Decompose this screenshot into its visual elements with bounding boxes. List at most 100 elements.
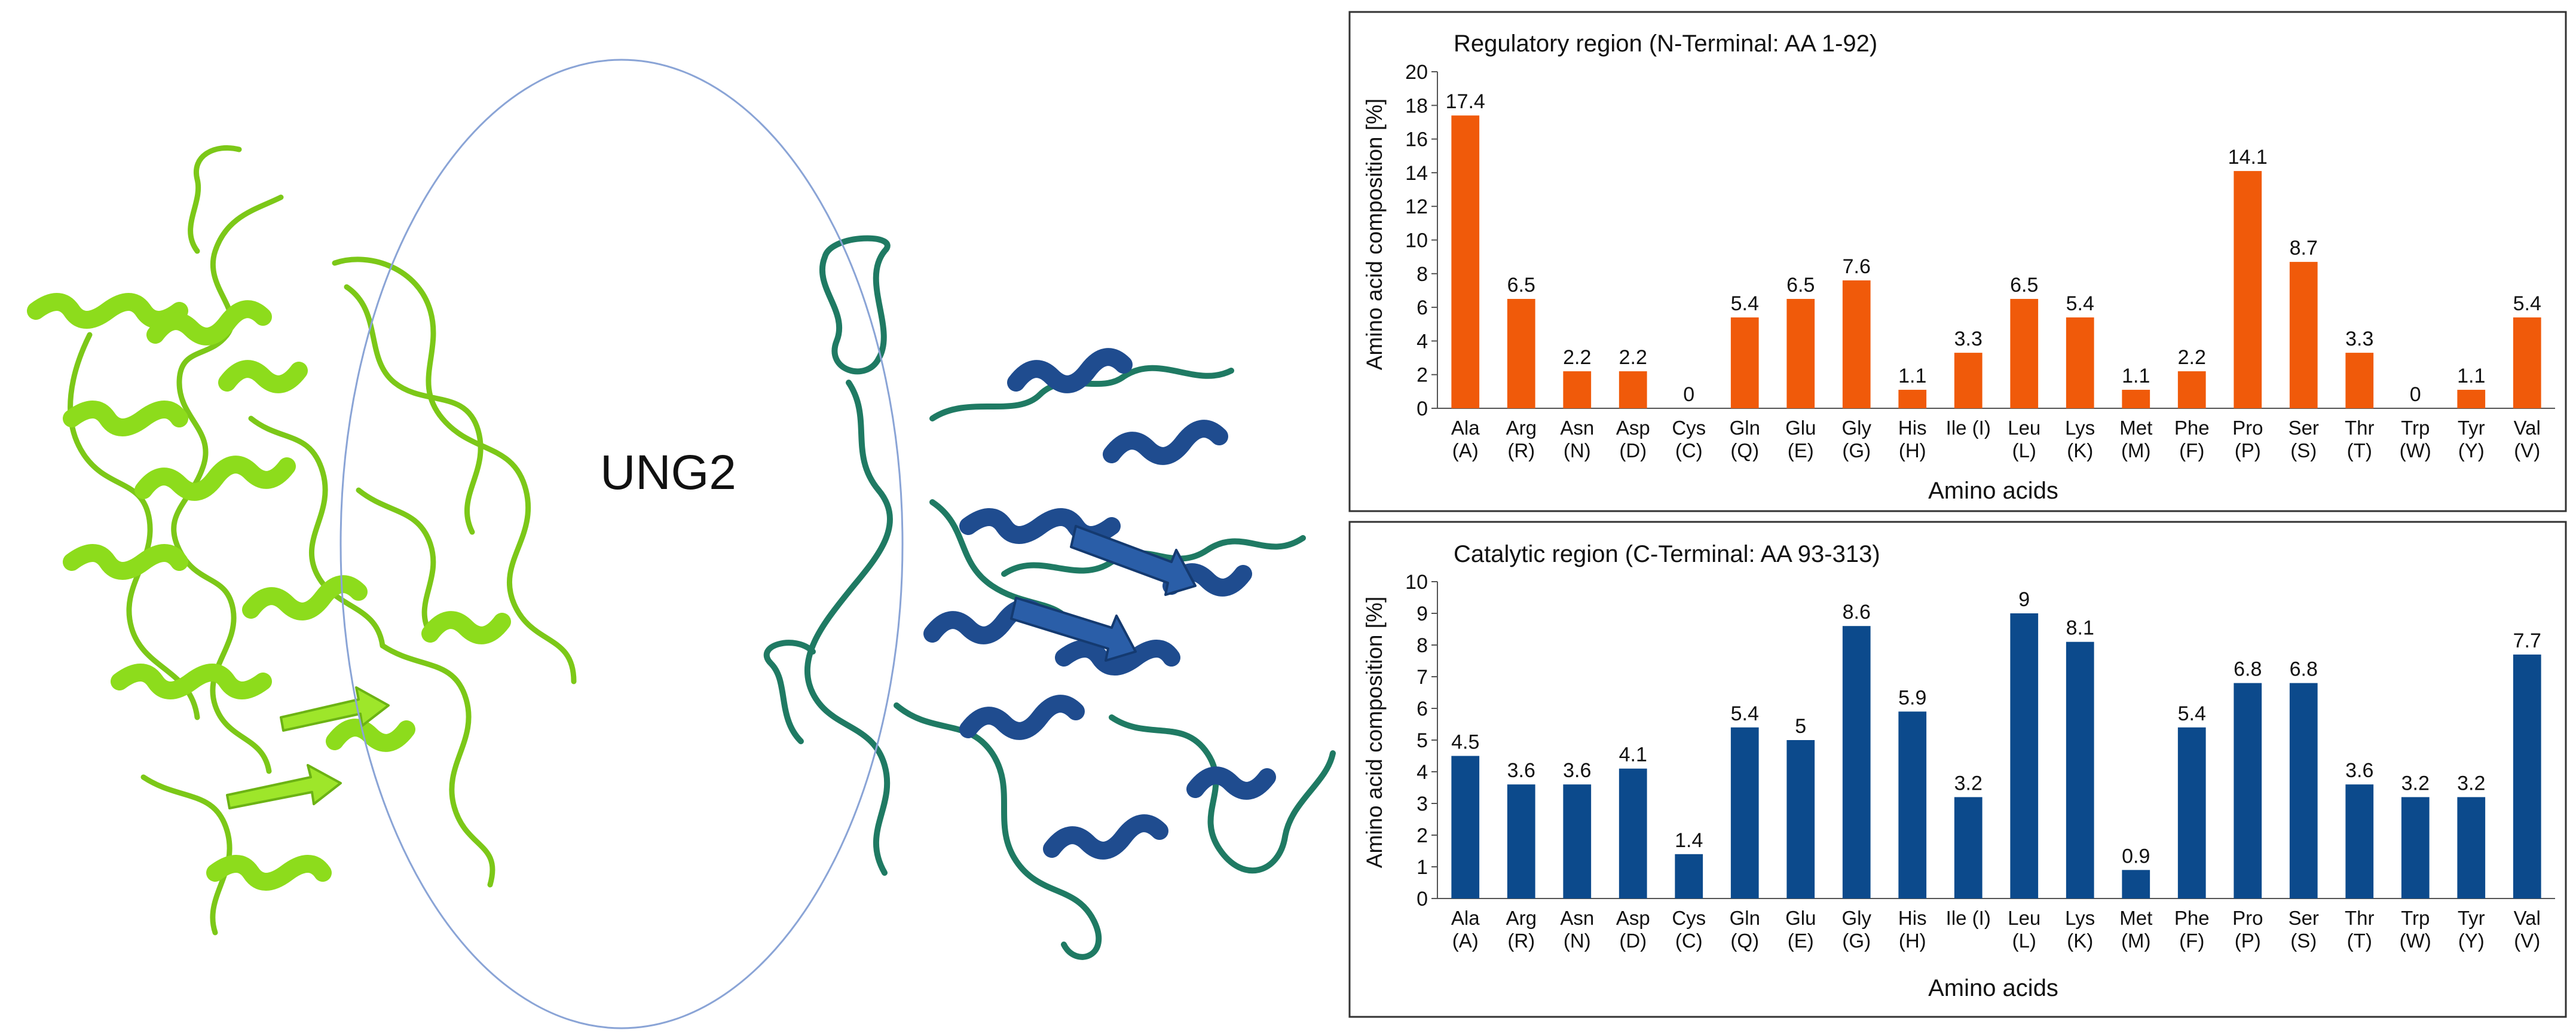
chart-frame	[1348, 521, 2567, 1018]
x-tick-label: (W)	[2400, 439, 2431, 462]
regulatory-domain-ribbon-model	[27, 145, 577, 936]
bar	[2513, 317, 2541, 408]
data-label: 7.6	[1843, 255, 1871, 278]
data-label: 6.5	[1786, 274, 1815, 297]
x-tick-label: (G)	[1842, 930, 1871, 952]
bar	[1619, 768, 1647, 898]
x-tick-label: (K)	[2067, 439, 2093, 462]
x-tick-label: (H)	[1899, 930, 1926, 952]
data-label: 3.6	[1563, 759, 1591, 782]
x-tick-label: (H)	[1899, 439, 1926, 462]
bar	[1842, 626, 1871, 898]
x-tick-label: Cys	[1672, 417, 1706, 439]
y-tick-label: 2	[1417, 824, 1428, 847]
x-tick-label: Lys	[2065, 417, 2095, 439]
data-label: 5.4	[1731, 702, 1759, 725]
bar	[2177, 371, 2206, 408]
y-tick-label: 0	[1417, 888, 1428, 910]
bar	[1619, 371, 1647, 408]
green-sheet-arrows	[226, 686, 390, 809]
data-label: 5.4	[2066, 292, 2094, 315]
data-label: 3.6	[2345, 759, 2373, 782]
bar	[2289, 262, 2318, 408]
data-label: 2.2	[1619, 346, 1647, 369]
x-tick-label: Phe	[2174, 417, 2210, 439]
y-tick-label: 6	[1417, 297, 1428, 319]
x-tick-label: Arg	[1506, 907, 1537, 929]
bar	[1563, 371, 1592, 408]
x-tick-label: (S)	[2290, 930, 2317, 952]
protein-name-label: UNG2	[600, 445, 736, 500]
x-tick-label: (E)	[1788, 439, 1814, 462]
x-tick-label: Leu	[2008, 907, 2040, 929]
x-tick-label: Thr	[2345, 907, 2375, 929]
x-tick-label: Asn	[1560, 417, 1594, 439]
x-tick-label: Leu	[2008, 417, 2040, 439]
x-tick-label: (C)	[1675, 930, 1703, 952]
data-label: 0	[2410, 383, 2421, 406]
bar	[1507, 299, 1535, 408]
x-tick-label: (Y)	[2458, 439, 2485, 462]
x-tick-label: Ser	[2289, 417, 2319, 439]
bar	[2234, 683, 2262, 898]
chart-title: Regulatory region (N-Terminal: AA 1-92)	[1454, 30, 1877, 57]
data-label: 5.4	[2513, 292, 2541, 315]
x-tick-label: (V)	[2514, 439, 2540, 462]
data-label: 8.7	[2290, 237, 2318, 259]
x-tick-label: Met	[2119, 417, 2152, 439]
x-tick-label: (R)	[1507, 439, 1535, 462]
data-label: 9	[2018, 588, 2030, 611]
bar	[2122, 390, 2150, 408]
bar	[2010, 299, 2039, 408]
x-tick-label: Glu	[1785, 907, 1816, 929]
data-label: 14.1	[2228, 146, 2268, 169]
data-label: 5.4	[2178, 702, 2206, 725]
x-tick-label: (A)	[1452, 930, 1479, 952]
data-label: 1.1	[2457, 365, 2485, 387]
blue-sheet-arrows	[1010, 525, 1197, 662]
x-tick-label: (F)	[2179, 930, 2204, 952]
x-tick-label: Ile (I)	[1946, 417, 1991, 439]
x-tick-label: Pro	[2232, 417, 2263, 439]
x-tick-label: Asn	[1560, 907, 1594, 929]
bar	[1730, 727, 1759, 898]
bar	[2234, 171, 2262, 408]
plot-area: 0 2 4 6 8 10 12 14 16 18 20 17.4 Ala(A) 6.5 Arg(R) 2.2 A…	[1405, 61, 2555, 462]
x-tick-label: Tyr	[2458, 907, 2485, 929]
x-tick-label: (M)	[2121, 439, 2150, 462]
bar	[1730, 317, 1759, 408]
data-label: 6.8	[2234, 658, 2262, 681]
catalytic-domain-ribbon-model	[763, 235, 1336, 960]
regulatory-region-chart: Regulatory region (N-Terminal: AA 1-92) …	[1348, 11, 2567, 512]
bar	[2066, 641, 2094, 898]
data-label: 4.1	[1619, 744, 1647, 766]
data-label: 6.5	[1507, 274, 1535, 297]
y-tick-label: 8	[1417, 263, 1428, 286]
data-label: 3.2	[1954, 772, 1983, 794]
data-label: 2.2	[1563, 346, 1591, 369]
bar	[2122, 870, 2150, 898]
x-tick-label: Lys	[2065, 907, 2095, 929]
data-label: 5.9	[1898, 686, 1926, 709]
x-tick-label: Thr	[2345, 417, 2375, 439]
y-tick-label: 3	[1417, 793, 1428, 815]
bar	[2345, 784, 2374, 898]
bar	[1675, 854, 1703, 898]
bar	[2177, 727, 2206, 898]
bar	[1954, 353, 1983, 408]
y-tick-label: 10	[1405, 571, 1428, 594]
x-axis-label: Amino acids	[1928, 975, 2058, 1001]
bar	[2010, 613, 2039, 898]
y-tick-label: 10	[1405, 230, 1428, 252]
chart-frame	[1348, 11, 2567, 512]
bar	[1898, 711, 1927, 898]
bar	[1786, 299, 1815, 408]
data-label: 1.1	[2122, 365, 2150, 387]
protein-structure-panel: UNG2	[27, 59, 1336, 1029]
y-axis-label: Amino acid composition [%]	[1362, 99, 1387, 370]
data-label: 0.9	[2122, 845, 2150, 867]
green-coil-backbone	[68, 145, 577, 936]
x-tick-label: Gly	[1842, 417, 1872, 439]
chart-title: Catalytic region (C-Terminal: AA 93-313)	[1454, 541, 1880, 567]
